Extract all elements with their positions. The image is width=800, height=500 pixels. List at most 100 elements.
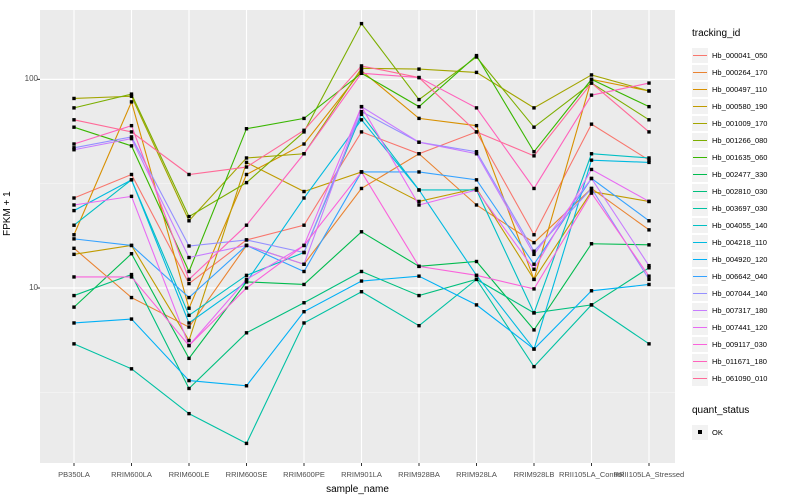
legend-key-line-icon	[692, 252, 708, 267]
data-point	[187, 255, 191, 260]
data-point	[72, 106, 76, 110]
data-point	[129, 123, 134, 128]
data-point	[129, 172, 134, 177]
data-point	[417, 152, 421, 156]
data-point	[647, 130, 651, 134]
data-point	[532, 186, 536, 191]
data-point	[474, 53, 479, 58]
data-point	[359, 21, 364, 26]
legend-key-square-icon	[692, 425, 708, 440]
data-point	[474, 273, 479, 278]
data-point	[359, 279, 364, 283]
data-point	[72, 321, 76, 325]
data-point	[187, 277, 191, 282]
legend-entry-label: OK	[712, 428, 723, 437]
legend-key-line-icon	[692, 320, 708, 335]
data-point	[244, 156, 249, 160]
data-point	[589, 77, 594, 82]
data-point	[589, 93, 594, 97]
data-point	[187, 269, 191, 274]
data-point	[417, 116, 421, 121]
data-point	[129, 144, 134, 148]
data-point	[417, 203, 421, 207]
data-point	[244, 280, 249, 284]
data-point	[129, 178, 134, 182]
data-point	[187, 214, 191, 219]
legend-entry-Hb_004055_140: Hb_004055_140	[692, 217, 798, 234]
x-tick-label: RRIM600LA	[111, 470, 152, 479]
data-point	[417, 199, 421, 204]
data-point	[72, 118, 76, 122]
data-point	[187, 356, 191, 361]
data-point	[129, 136, 134, 141]
legend-key-line-icon	[692, 82, 708, 97]
data-point	[187, 338, 191, 343]
legend-key-line-icon	[692, 201, 708, 216]
data-point	[187, 386, 191, 391]
legend-entry-label: Hb_002477_330	[712, 170, 768, 179]
data-point	[359, 104, 364, 109]
data-point	[647, 277, 651, 282]
data-point	[647, 342, 651, 346]
legend-key-line-icon	[692, 218, 708, 233]
data-point	[72, 196, 76, 200]
data-point	[359, 66, 364, 70]
data-point	[474, 303, 479, 307]
data-point	[532, 364, 536, 369]
legend-entry-Hb_007044_140: Hb_007044_140	[692, 285, 798, 302]
data-point	[72, 342, 76, 346]
y-tick-label: 100	[24, 74, 38, 84]
data-point	[187, 172, 191, 177]
data-point	[474, 130, 479, 134]
data-point	[647, 219, 651, 223]
x-tick-label: RRIM600PE	[283, 470, 325, 479]
legend-entry-label: Hb_000264_170	[712, 68, 768, 77]
legend-entry-label: Hb_009117_030	[712, 340, 767, 349]
data-point	[589, 73, 594, 77]
data-point	[129, 295, 134, 300]
legend-key-line-icon	[692, 303, 708, 318]
data-point	[359, 290, 364, 294]
data-point	[532, 267, 536, 271]
data-point	[532, 311, 536, 315]
data-point	[474, 203, 479, 207]
data-point	[72, 208, 76, 213]
data-point	[589, 303, 594, 307]
data-point	[244, 127, 249, 131]
data-point	[417, 264, 421, 269]
data-point	[532, 252, 536, 257]
data-point	[359, 130, 364, 134]
data-point	[302, 128, 306, 133]
data-point	[129, 135, 134, 139]
data-point	[589, 158, 594, 162]
data-point	[647, 282, 651, 287]
legend-entry-label: Hb_001635_060	[712, 153, 768, 162]
data-point	[244, 165, 249, 169]
data-point	[359, 112, 364, 117]
legend-key-line-icon	[692, 354, 708, 369]
data-point	[302, 301, 306, 305]
data-point	[302, 223, 306, 227]
data-point	[302, 152, 306, 156]
data-point	[244, 441, 249, 446]
data-point	[532, 240, 536, 245]
data-point	[187, 343, 191, 348]
data-point	[129, 367, 134, 371]
plot-panel	[40, 10, 675, 463]
data-point	[359, 64, 364, 68]
legend-key-line-icon	[692, 99, 708, 114]
data-point	[244, 238, 249, 242]
data-point	[474, 152, 479, 156]
legend-entry-label: Hb_004055_140	[712, 221, 768, 230]
data-point	[474, 123, 479, 128]
data-point	[589, 81, 594, 85]
legend-entry-Hb_004920_120: Hb_004920_120	[692, 251, 798, 268]
data-point	[647, 81, 651, 85]
x-tick-label: RRIM928LA	[456, 470, 497, 479]
data-point	[72, 237, 76, 241]
x-tick-label: RRII105LA_Stressed	[614, 470, 684, 479]
legend-entry-Hb_002477_330: Hb_002477_330	[692, 166, 798, 183]
data-point	[474, 150, 479, 154]
data-point	[647, 104, 651, 109]
data-point	[187, 244, 191, 248]
